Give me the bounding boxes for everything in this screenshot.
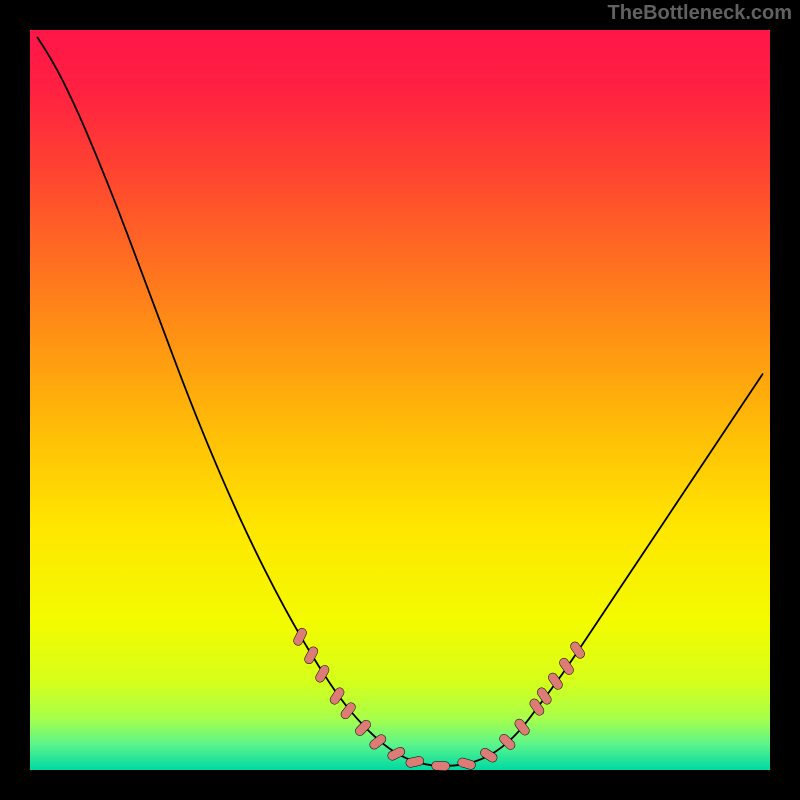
plot-wrapper: TheBottleneck.com [0,0,800,800]
bottleneck-chart [0,0,800,800]
watermark-text: TheBottleneck.com [608,2,792,25]
plot-background [30,30,770,770]
curve-marker [432,761,450,771]
